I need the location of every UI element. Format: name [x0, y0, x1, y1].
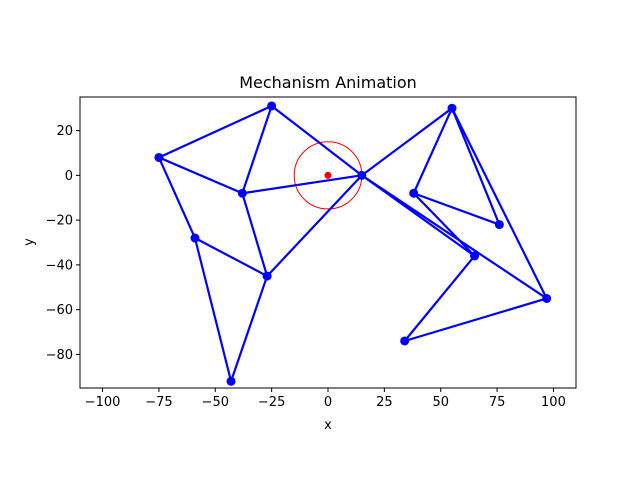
link-e-g — [193, 236, 233, 383]
x-axis-label: x — [324, 418, 332, 433]
x-tick-label: −50 — [202, 395, 229, 410]
link-a-l — [360, 174, 548, 300]
mechanism-layer — [154, 101, 552, 386]
crank-pivot-point — [324, 171, 332, 179]
joint-m — [400, 336, 410, 346]
x-tick-label: −25 — [258, 395, 285, 410]
y-tick-label: 0 — [65, 169, 73, 184]
joint-d — [237, 188, 247, 198]
joint-g — [226, 376, 236, 386]
link-g-f — [229, 274, 269, 383]
y-tick-label: −60 — [46, 303, 73, 318]
link-h-i — [412, 107, 454, 195]
link-h-l — [450, 107, 548, 300]
joint-e — [190, 233, 200, 243]
link-i-j — [412, 192, 501, 226]
chart-title: Mechanism Animation — [239, 73, 417, 92]
joint-b — [267, 101, 277, 111]
joint-j — [494, 220, 504, 230]
link-l-m — [403, 297, 548, 343]
y-axis-label: y — [22, 238, 37, 246]
x-tick-label: 50 — [432, 395, 449, 410]
link-a-h — [360, 107, 454, 177]
link-b-c — [157, 104, 273, 159]
link-d-a — [241, 174, 363, 195]
x-tick-label: 25 — [376, 395, 393, 410]
joint-i — [409, 188, 419, 198]
x-tick-label: 75 — [489, 395, 506, 410]
x-tick-label: 0 — [324, 395, 332, 410]
joint-k — [470, 251, 480, 261]
y-tick-label: 20 — [56, 124, 73, 139]
link-b-d — [241, 104, 273, 195]
joint-f — [262, 271, 272, 281]
link-f-a — [266, 174, 363, 278]
joint-a — [357, 170, 367, 180]
y-tick-label: −80 — [46, 348, 73, 363]
link-c-e — [157, 156, 197, 240]
x-tick-label: −100 — [85, 395, 121, 410]
link-j-h — [450, 107, 501, 226]
link-i-k — [412, 192, 476, 258]
x-tick-label: −75 — [145, 395, 172, 410]
link-c-d — [157, 156, 244, 195]
joint-h — [447, 103, 457, 113]
link-a-b — [270, 104, 363, 177]
joint-c — [154, 152, 164, 162]
x-tick-label: 100 — [541, 395, 566, 410]
link-e-f — [193, 236, 269, 278]
link-m-k — [403, 254, 476, 343]
y-axis: −80 −60 −40 −20 0 20 — [46, 124, 80, 363]
link-d-f — [241, 192, 269, 278]
y-tick-label: −20 — [46, 214, 73, 229]
joint-l — [542, 293, 552, 303]
x-axis: −100 −75 −50 −25 0 25 50 75 100 — [85, 388, 566, 410]
y-tick-label: −40 — [46, 258, 73, 273]
